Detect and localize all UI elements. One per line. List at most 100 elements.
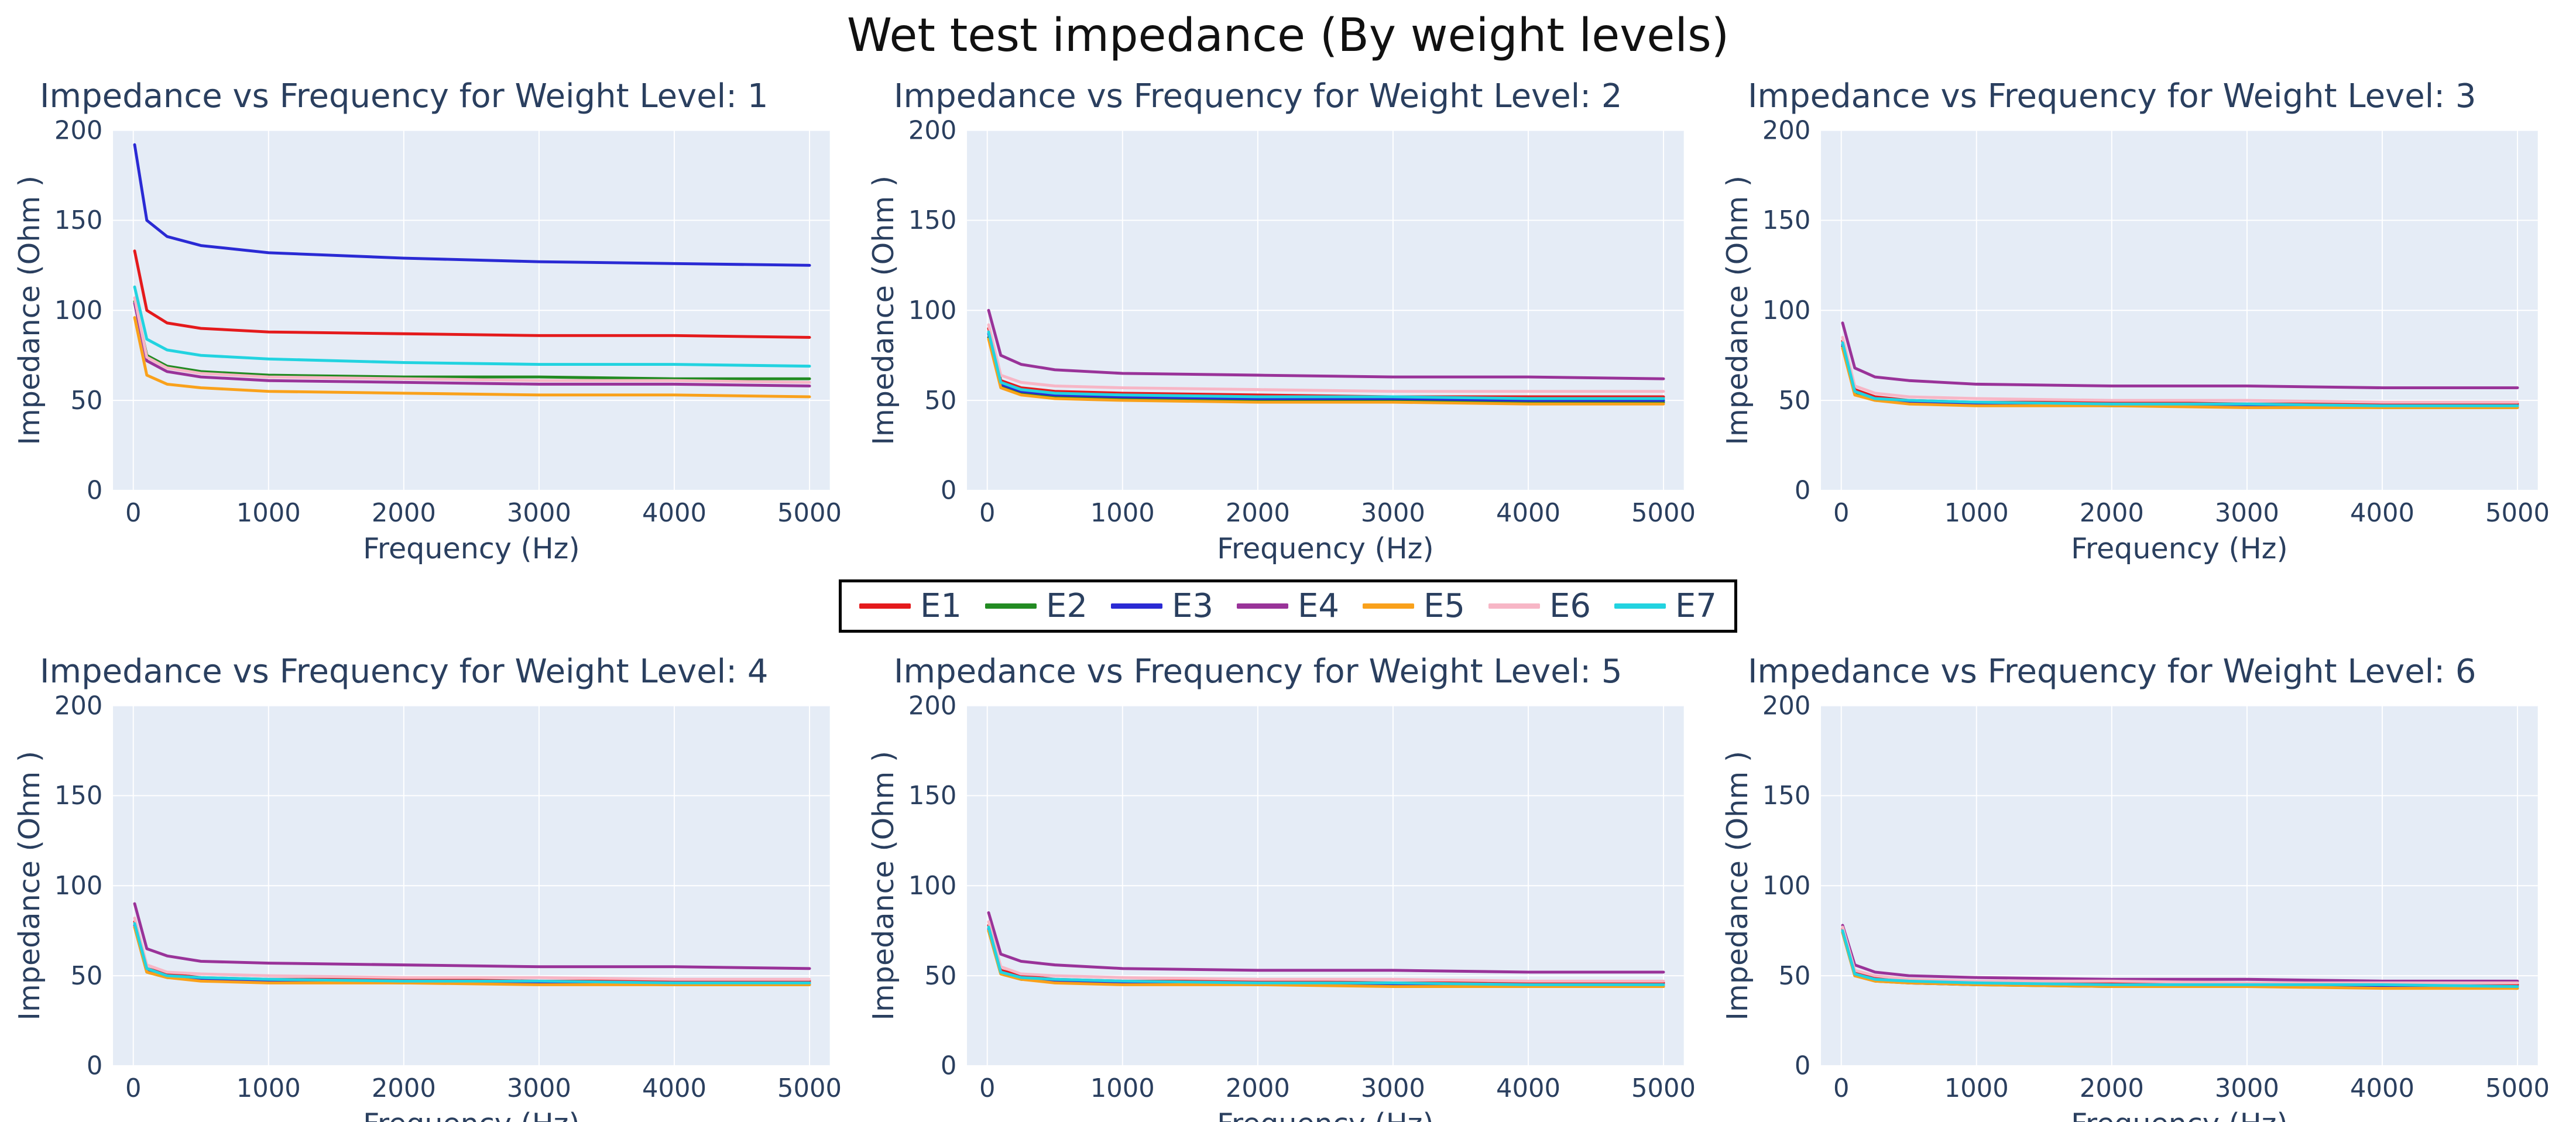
- svg-text:4000: 4000: [2350, 499, 2414, 528]
- subplot-title: Impedance vs Frequency for Weight Level:…: [894, 77, 1623, 115]
- svg-text:3000: 3000: [2215, 499, 2279, 528]
- legend-label: E4: [1297, 586, 1339, 625]
- plot-weight-level-1[interactable]: 0 1000 2000 3000 4000 5000 0 50 100 150 200 Frequen…: [14, 118, 854, 572]
- subplot-weight-level-4: Impedance vs Frequency for Weight Level:…: [14, 640, 854, 1122]
- svg-text:1000: 1000: [1944, 499, 2009, 528]
- svg-text:100: 100: [54, 296, 103, 325]
- svg-text:100: 100: [908, 871, 957, 901]
- svg-text:100: 100: [908, 296, 957, 325]
- legend-item-E6[interactable]: E6: [1488, 587, 1591, 625]
- svg-text:4000: 4000: [1496, 499, 1560, 528]
- svg-text:200: 200: [1762, 118, 1811, 145]
- svg-text:0: 0: [979, 499, 996, 528]
- svg-text:200: 200: [908, 693, 957, 720]
- legend-item-E3[interactable]: E3: [1110, 586, 1213, 625]
- plot-weight-level-3[interactable]: 0 1000 2000 3000 4000 5000 0 50 100 150 200 Frequen…: [1722, 118, 2562, 572]
- svg-text:2000: 2000: [1226, 499, 1290, 528]
- subplot-weight-level-6: Impedance vs Frequency for Weight Level:…: [1722, 640, 2562, 1122]
- subplot-weight-level-1: Impedance vs Frequency for Weight Level:…: [14, 64, 854, 572]
- legend: E1 E2 E3 E4 E5 E6 E7: [838, 579, 1738, 633]
- svg-text:Impedance (Ohm ): Impedance (Ohm ): [14, 751, 46, 1021]
- figure-title: Wet test impedance (By weight levels): [846, 9, 1730, 62]
- svg-text:0: 0: [1833, 499, 1850, 528]
- svg-text:3000: 3000: [2215, 1074, 2279, 1103]
- legend-item-E5[interactable]: E5: [1363, 587, 1465, 625]
- svg-text:150: 150: [54, 206, 103, 235]
- plot-weight-level-6[interactable]: 0 1000 2000 3000 4000 5000 0 50 100 150 200 Frequen…: [1722, 693, 2562, 1122]
- plot-weight-level-5[interactable]: 0 1000 2000 3000 4000 5000 0 50 100 150 200 Frequen…: [868, 693, 1708, 1122]
- legend-line-swatch: [1110, 603, 1162, 609]
- svg-text:50: 50: [1778, 386, 1810, 416]
- svg-text:1000: 1000: [236, 1074, 301, 1103]
- legend-row: E1 E2 E3 E4 E5 E6 E7: [14, 572, 2562, 640]
- svg-text:100: 100: [1762, 871, 1811, 901]
- svg-text:0: 0: [125, 1074, 142, 1103]
- svg-text:5000: 5000: [1631, 499, 1696, 528]
- svg-text:3000: 3000: [507, 1074, 571, 1103]
- svg-text:50: 50: [70, 386, 102, 416]
- svg-text:100: 100: [54, 871, 103, 901]
- svg-text:Frequency (Hz): Frequency (Hz): [1217, 531, 1433, 565]
- svg-text:0: 0: [87, 1052, 103, 1081]
- svg-text:0: 0: [979, 1074, 996, 1103]
- svg-text:5000: 5000: [777, 499, 842, 528]
- legend-item-E4[interactable]: E4: [1236, 586, 1339, 625]
- svg-text:Impedance (Ohm ): Impedance (Ohm ): [14, 176, 46, 445]
- svg-text:1000: 1000: [1944, 1074, 2009, 1103]
- svg-text:Impedance (Ohm ): Impedance (Ohm ): [868, 751, 900, 1021]
- svg-text:150: 150: [908, 782, 957, 811]
- svg-text:Frequency (Hz): Frequency (Hz): [363, 531, 579, 565]
- subplot-weight-level-3: Impedance vs Frequency for Weight Level:…: [1722, 64, 2562, 572]
- legend-line-swatch: [985, 603, 1037, 609]
- svg-text:4000: 4000: [1496, 1074, 1560, 1103]
- subplot-title: Impedance vs Frequency for Weight Level:…: [894, 653, 1623, 691]
- svg-text:0: 0: [941, 476, 957, 506]
- legend-item-E1[interactable]: E1: [859, 587, 962, 625]
- svg-text:Frequency (Hz): Frequency (Hz): [2071, 1107, 2287, 1122]
- svg-text:200: 200: [908, 118, 957, 145]
- svg-text:0: 0: [1795, 476, 1811, 506]
- legend-line-swatch: [1363, 603, 1414, 609]
- legend-item-E2[interactable]: E2: [985, 587, 1088, 625]
- svg-text:0: 0: [941, 1052, 957, 1081]
- plot-weight-level-4[interactable]: 0 1000 2000 3000 4000 5000 0 50 100 150 200 Frequen…: [14, 693, 854, 1122]
- svg-text:1000: 1000: [1090, 1074, 1155, 1103]
- svg-text:4000: 4000: [2350, 1074, 2414, 1103]
- legend-label: E1: [920, 586, 962, 625]
- svg-text:50: 50: [1778, 962, 1810, 991]
- legend-label: E7: [1675, 586, 1717, 625]
- legend-label: E2: [1045, 586, 1088, 625]
- subplot-title: Impedance vs Frequency for Weight Level:…: [40, 77, 769, 115]
- svg-text:Frequency (Hz): Frequency (Hz): [1217, 1107, 1433, 1122]
- plot-weight-level-2[interactable]: 0 1000 2000 3000 4000 5000 0 50 100 150 200 Frequen…: [868, 118, 1708, 572]
- svg-text:3000: 3000: [1361, 499, 1425, 528]
- svg-text:150: 150: [908, 206, 957, 235]
- legend-line-swatch: [1614, 603, 1666, 609]
- svg-text:4000: 4000: [642, 1074, 706, 1103]
- svg-text:0: 0: [1833, 1074, 1850, 1103]
- legend-label: E5: [1424, 586, 1466, 625]
- svg-text:150: 150: [54, 782, 103, 811]
- svg-text:2000: 2000: [372, 499, 436, 528]
- svg-text:0: 0: [125, 499, 142, 528]
- svg-text:Impedance (Ohm ): Impedance (Ohm ): [1722, 751, 1754, 1021]
- charts-grid: Impedance vs Frequency for Weight Level:…: [0, 64, 2576, 1122]
- legend-line-swatch: [1488, 603, 1541, 609]
- svg-text:5000: 5000: [1631, 1074, 1696, 1103]
- svg-text:200: 200: [54, 693, 103, 720]
- svg-text:50: 50: [70, 962, 102, 991]
- subplot-title: Impedance vs Frequency for Weight Level:…: [1748, 653, 2476, 691]
- subplot-weight-level-2: Impedance vs Frequency for Weight Level:…: [868, 64, 1708, 572]
- svg-text:3000: 3000: [507, 499, 571, 528]
- svg-text:3000: 3000: [1361, 1074, 1425, 1103]
- svg-text:100: 100: [1762, 296, 1811, 325]
- legend-item-E7[interactable]: E7: [1614, 587, 1717, 625]
- svg-text:Frequency (Hz): Frequency (Hz): [363, 1107, 579, 1122]
- svg-text:Frequency (Hz): Frequency (Hz): [2071, 531, 2287, 565]
- legend-line-swatch: [859, 603, 911, 609]
- subplot-weight-level-5: Impedance vs Frequency for Weight Level:…: [868, 640, 1708, 1122]
- legend-label: E3: [1171, 586, 1213, 625]
- svg-text:1000: 1000: [1090, 499, 1155, 528]
- svg-text:2000: 2000: [1226, 1074, 1290, 1103]
